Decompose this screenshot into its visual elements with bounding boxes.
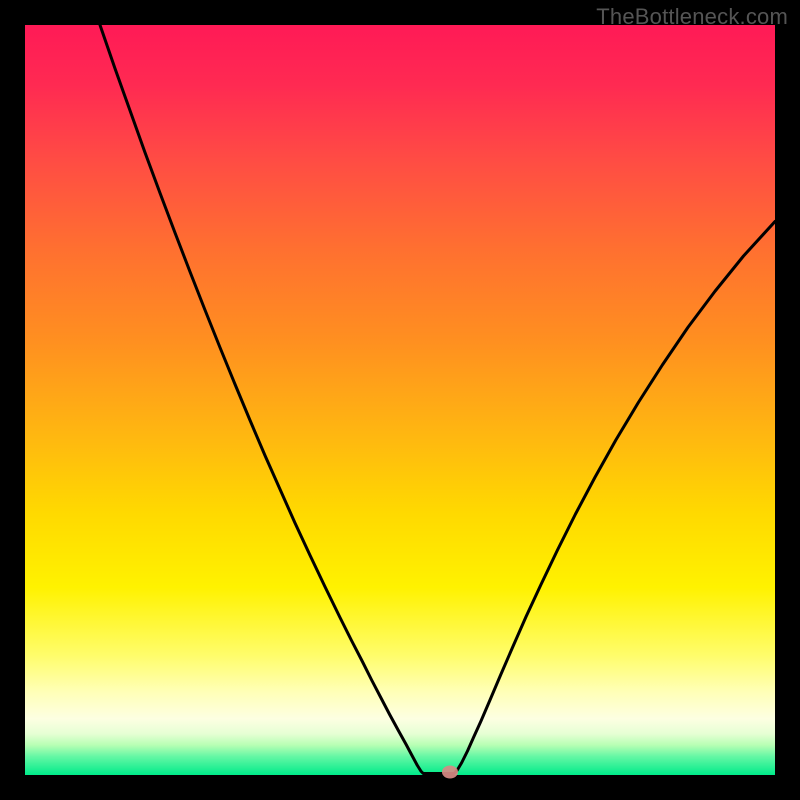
optimum-marker [442,766,458,779]
bottleneck-curve [100,25,775,774]
curve-layer [25,25,775,775]
watermark-label: TheBottleneck.com [596,4,788,30]
plot-area [25,25,775,775]
chart-container: TheBottleneck.com [0,0,800,800]
